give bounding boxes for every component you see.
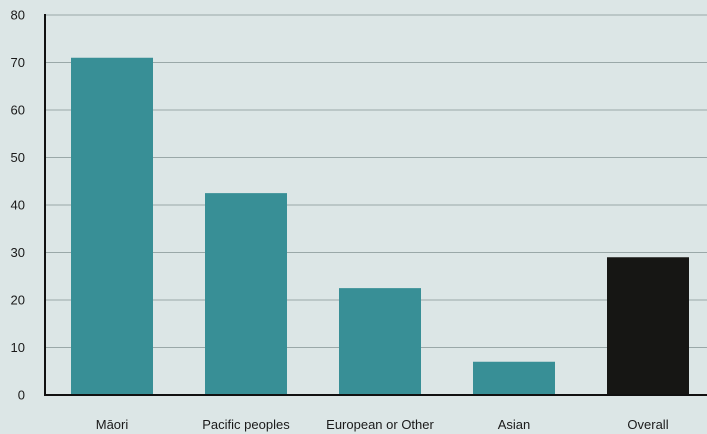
y-tick-label: 0: [18, 388, 25, 403]
x-category-label: Pacific peoples: [202, 417, 290, 432]
x-axis-category-labels: Māori Pacific peoples European or Other Asi…: [96, 417, 669, 432]
x-category-label: European or Other: [326, 417, 434, 432]
y-tick-label: 10: [11, 340, 25, 355]
bar-pacific-peoples: [205, 193, 287, 395]
bar-overall: [607, 257, 689, 395]
y-axis-tick-labels: 0 10 20 30 40 50 60 70 80: [11, 8, 25, 403]
axes: [44, 14, 707, 396]
x-category-label: Asian: [498, 417, 531, 432]
x-category-label: Overall: [627, 417, 668, 432]
bar-asian: [473, 361, 555, 395]
y-tick-label: 60: [11, 103, 25, 118]
y-tick-label: 20: [11, 293, 25, 308]
y-tick-label: 40: [11, 198, 25, 213]
bar-m-ori: [71, 57, 153, 395]
y-tick-label: 30: [11, 245, 25, 260]
y-tick-label: 50: [11, 150, 25, 165]
bars: [71, 57, 689, 395]
y-tick-label: 80: [11, 8, 25, 23]
y-tick-label: 70: [11, 55, 25, 70]
bar-european-or-other: [339, 288, 421, 395]
x-category-label: Māori: [96, 417, 129, 432]
